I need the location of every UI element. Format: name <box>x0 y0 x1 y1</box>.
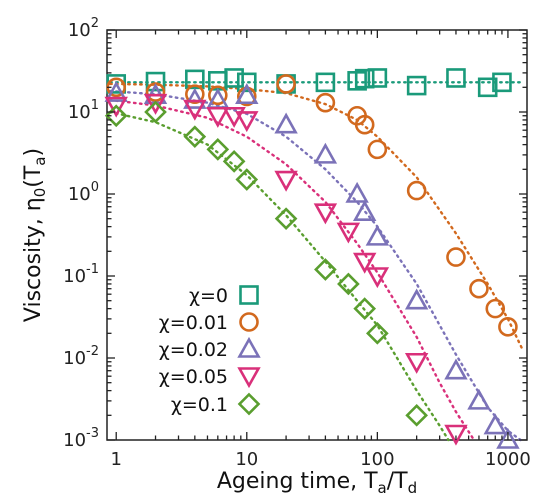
legend-label-series-1: χ=0.01 <box>159 312 228 334</box>
data-point-series-4-4 <box>222 150 246 173</box>
legend-marker-series-4 <box>237 392 261 416</box>
data-point-series-1-13 <box>485 298 506 319</box>
data-point-series-4-6 <box>274 207 298 231</box>
data-point-series-0-10 <box>367 68 388 88</box>
y-tick-label: 10-1 <box>63 262 99 287</box>
x-tick-label: 1000 <box>485 449 531 470</box>
data-point-series-0-5 <box>236 72 257 93</box>
data-point-series-4-10 <box>366 321 389 345</box>
data-point-series-1-5 <box>276 74 296 94</box>
data-points <box>104 68 520 449</box>
fit-line-series-1 <box>108 82 524 352</box>
x-tick-label: 10 <box>235 449 258 470</box>
legend-marker-series-3 <box>237 367 261 389</box>
y-axis-ticks: 10-3 10-2 10-1 100 101 102 <box>63 16 527 451</box>
data-point-series-0-4 <box>224 68 244 88</box>
data-point-series-2-7 <box>345 181 369 203</box>
x-axis-label: Ageing time, Ta/Td <box>217 469 417 497</box>
x-tick-label: 1 <box>110 449 121 470</box>
plot-frame <box>106 29 528 441</box>
y-tick-label: 101 <box>68 98 99 123</box>
data-point-series-4-2 <box>183 125 207 149</box>
x-tick-label: 100 <box>360 449 394 470</box>
legend-label-series-4: χ=0.1 <box>171 394 228 416</box>
legend-label-series-0: χ=0 <box>189 285 228 307</box>
data-point-series-2-4 <box>235 83 259 105</box>
data-point-series-1-2 <box>185 84 205 104</box>
legend-marker-series-2 <box>237 336 261 358</box>
data-point-series-4-8 <box>337 272 360 296</box>
y-tick-label: 102 <box>68 16 99 41</box>
data-point-series-3-6 <box>274 170 298 192</box>
data-point-series-2-6 <box>313 142 338 164</box>
data-point-series-1-8 <box>354 114 375 135</box>
data-point-series-2-12 <box>467 388 491 410</box>
legend-marker-series-0 <box>239 285 259 305</box>
data-point-series-4-7 <box>314 258 337 281</box>
data-point-series-3-2 <box>183 99 207 121</box>
data-point-series-4-3 <box>206 138 230 161</box>
data-point-series-3-9 <box>352 252 377 274</box>
data-point-series-2-8 <box>352 200 377 221</box>
data-point-series-0-7 <box>315 72 336 93</box>
data-point-series-0-9 <box>354 68 375 89</box>
data-point-series-3-5 <box>235 111 259 133</box>
fit-line-series-3 <box>108 98 476 442</box>
data-point-series-0-1 <box>145 71 166 92</box>
y-tick-label: 10-2 <box>63 344 99 369</box>
data-point-series-3-1 <box>143 93 168 115</box>
data-point-series-0-11 <box>406 75 427 96</box>
legend-marker-series-1 <box>239 312 259 332</box>
data-point-series-3-11 <box>404 352 429 374</box>
data-point-series-0-13 <box>477 77 498 98</box>
data-point-series-2-9 <box>365 224 390 246</box>
data-point-series-1-10 <box>406 180 427 201</box>
data-point-series-3-0 <box>104 96 128 118</box>
data-point-series-1-3 <box>208 85 228 106</box>
data-point-series-2-2 <box>183 87 207 109</box>
data-point-series-0-14 <box>492 72 512 93</box>
fit-line-series-4 <box>108 110 450 442</box>
data-point-series-3-10 <box>365 267 390 289</box>
data-point-series-2-11 <box>444 358 468 380</box>
data-point-series-0-12 <box>446 68 466 88</box>
y-tick-label: 100 <box>68 180 99 205</box>
data-point-series-3-3 <box>206 106 230 128</box>
data-point-series-1-9 <box>367 139 388 160</box>
data-point-series-1-14 <box>498 317 518 337</box>
legend-label-series-2: χ=0.02 <box>159 339 228 361</box>
data-point-series-4-11 <box>405 403 428 427</box>
data-point-series-2-13 <box>483 413 507 435</box>
data-point-series-4-9 <box>353 297 377 320</box>
data-point-series-2-10 <box>404 288 429 310</box>
data-point-series-3-8 <box>336 222 361 244</box>
legend-label-series-3: χ=0.05 <box>159 366 228 388</box>
x-axis-ticks: 1 10 100 1000 <box>110 30 531 470</box>
data-point-series-4-1 <box>144 100 167 124</box>
data-point-series-4-5 <box>235 168 259 191</box>
data-point-series-2-5 <box>274 112 298 134</box>
legend: χ=0 χ=0.01 χ=0.02 χ=0.05 χ=0.1 <box>159 285 261 416</box>
data-point-series-2-14 <box>496 427 520 449</box>
data-point-series-1-11 <box>446 247 466 267</box>
y-tick-label: 10-3 <box>63 426 99 451</box>
data-point-series-3-7 <box>313 203 338 225</box>
data-point-series-1-6 <box>315 92 336 113</box>
data-point-series-1-12 <box>469 278 489 299</box>
data-point-series-3-12 <box>444 424 468 446</box>
data-point-series-2-0 <box>104 80 128 102</box>
y-axis-label: Viscosity, η0(Ta) <box>21 148 49 322</box>
